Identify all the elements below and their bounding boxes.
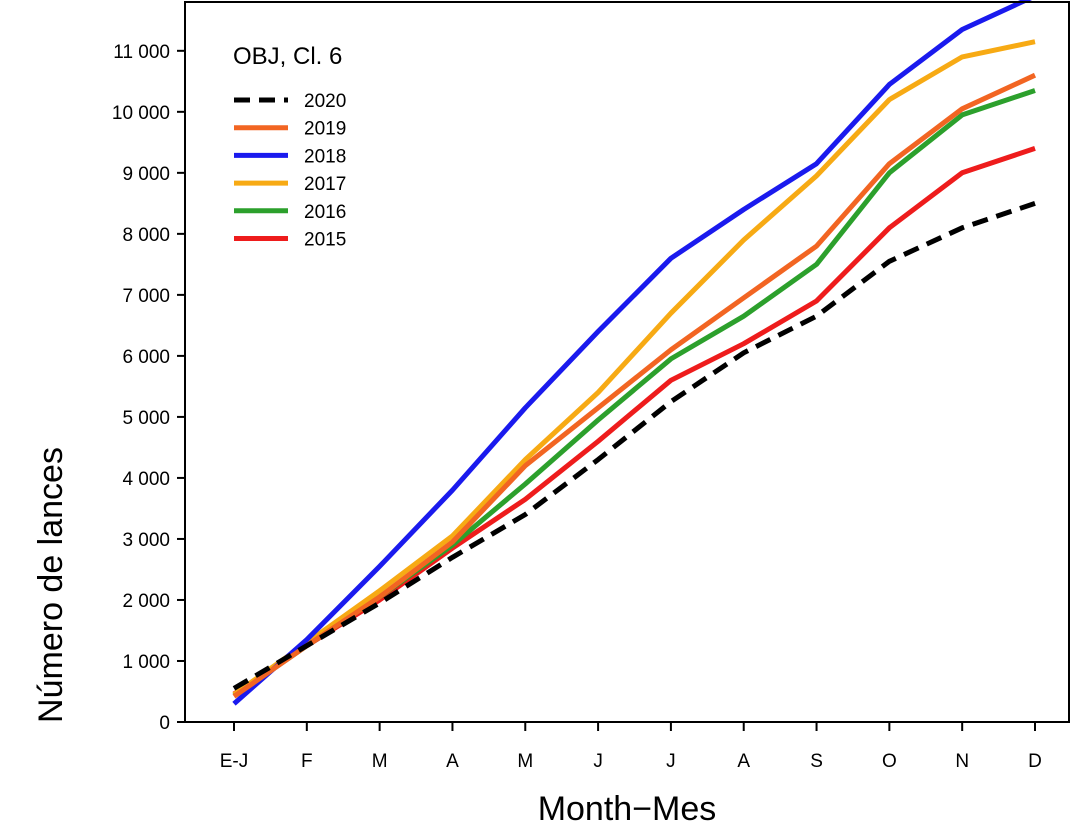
x-tick-label: N bbox=[955, 751, 969, 772]
y-tick-label: 11 000 bbox=[113, 42, 170, 63]
y-axis-title: Número de lances bbox=[32, 447, 70, 723]
plot-frame bbox=[184, 1, 1070, 723]
x-tick-label: A bbox=[446, 751, 459, 772]
series-line-2017 bbox=[232, 39, 1036, 697]
x-axis-title: Month−Mes bbox=[538, 790, 717, 828]
series-lines bbox=[232, 0, 1037, 706]
y-tick-label: 7 000 bbox=[122, 286, 170, 307]
y-tick-label: 6 000 bbox=[122, 347, 170, 368]
legend-label: 2015 bbox=[304, 230, 346, 251]
y-tick-label: 9 000 bbox=[122, 164, 170, 185]
y-tick-label: 4 000 bbox=[122, 469, 170, 490]
x-tick-label: F bbox=[301, 751, 313, 772]
legend-label: 2019 bbox=[304, 119, 346, 140]
series-line-2016 bbox=[232, 88, 1036, 698]
x-tick-label: M bbox=[372, 751, 388, 772]
series-line-2020 bbox=[232, 201, 1036, 691]
legend-label: 2017 bbox=[304, 174, 346, 195]
x-tick-label: J bbox=[593, 751, 603, 772]
legend-label: 2018 bbox=[304, 146, 346, 167]
series-line-2018 bbox=[232, 0, 1033, 706]
y-tick-label: 10 000 bbox=[112, 103, 170, 124]
legend: OBJ, Cl. 6 2020 2019 2018 2017 2016 2015 bbox=[233, 43, 346, 251]
legend-label: 2020 bbox=[304, 91, 346, 112]
series-line-2019 bbox=[232, 72, 1037, 699]
chart-title: OBJ, Cl. 6 bbox=[233, 43, 342, 70]
x-axis-ticks: E-J F M A M J J A S O N D bbox=[220, 722, 1042, 772]
y-tick-label: 8 000 bbox=[122, 225, 170, 246]
legend-label: 2016 bbox=[304, 202, 346, 223]
x-tick-label: D bbox=[1028, 751, 1042, 772]
y-tick-label: 5 000 bbox=[122, 408, 170, 429]
y-tick-label: 3 000 bbox=[122, 530, 170, 551]
x-tick-label: J bbox=[666, 751, 676, 772]
y-tick-label: 0 bbox=[159, 713, 170, 734]
x-tick-label: E-J bbox=[220, 751, 249, 772]
x-tick-label: A bbox=[737, 751, 750, 772]
x-tick-label: M bbox=[517, 751, 533, 772]
y-axis-ticks: 0 1 000 2 000 3 000 4 000 5 000 6 000 7 000 8 00… bbox=[112, 42, 185, 734]
x-tick-label: O bbox=[882, 751, 897, 772]
y-tick-label: 2 000 bbox=[122, 591, 170, 612]
x-tick-label: S bbox=[810, 751, 823, 772]
y-tick-label: 1 000 bbox=[122, 652, 170, 673]
